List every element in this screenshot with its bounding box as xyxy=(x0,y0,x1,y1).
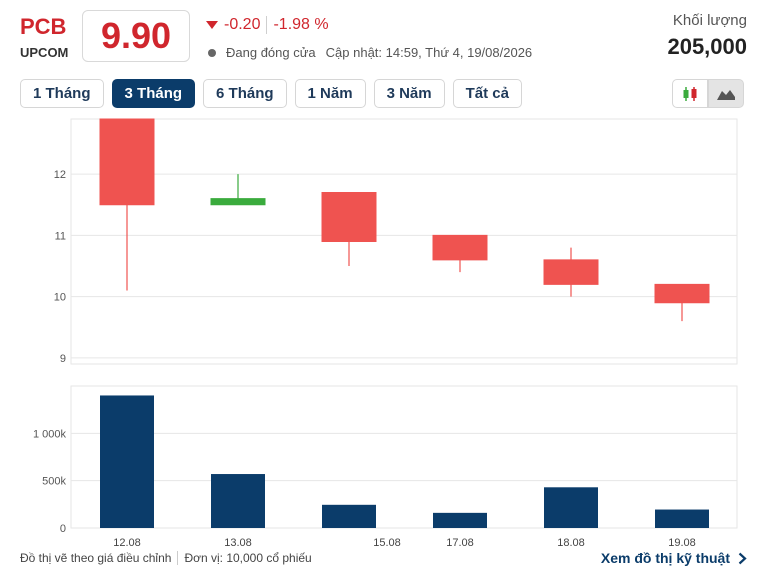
candle-body xyxy=(543,259,599,285)
volume-bar xyxy=(100,395,154,528)
ticker-symbol: PCB xyxy=(20,14,67,39)
volume-bar xyxy=(322,504,376,528)
exchange-label: UPCOM xyxy=(20,45,69,60)
price-tick-label: 10 xyxy=(54,292,66,304)
volume-bar xyxy=(433,512,487,528)
price-tick-label: 9 xyxy=(60,353,66,365)
tab-all[interactable]: Tất cả xyxy=(452,79,522,108)
candle-body xyxy=(210,198,266,206)
update-time: Cập nhật: 14:59, Thứ 4, 19/08/2026 xyxy=(325,45,533,60)
period-tabs: 1 Tháng 3 Tháng 6 Tháng 1 Năm 3 Năm Tất … xyxy=(20,79,530,108)
technical-chart-link[interactable]: Xem đồ thị kỹ thuật xyxy=(601,550,747,566)
candle-body xyxy=(654,283,710,304)
date-tick-label: 19.08 xyxy=(668,537,696,549)
candle-body xyxy=(321,192,377,242)
area-chart-icon xyxy=(717,89,735,100)
price-tick-label: 12 xyxy=(54,169,66,181)
volume-value: 205,000 xyxy=(667,34,747,59)
footnote-divider xyxy=(177,551,179,565)
tab-3-months[interactable]: 3 Tháng xyxy=(111,79,196,108)
technical-chart-link-label: Xem đồ thị kỹ thuật xyxy=(600,550,730,566)
candlestick-icon xyxy=(683,86,697,101)
market-status: Đang đóng cửa xyxy=(226,45,316,60)
current-price: 9.90 xyxy=(82,10,190,62)
date-tick-label: 15.08 xyxy=(373,537,401,549)
divider xyxy=(266,16,268,34)
volume-label: Khối lượng xyxy=(672,12,747,29)
price-change-percent: -1.98 % xyxy=(273,16,329,33)
stock-chart: 9 10 11 12 0 500k 1 000k 12.08 13.08 15.08 17.08 18… xyxy=(33,118,738,549)
adjusted-price-note: Đồ thị vẽ theo giá điều chỉnh xyxy=(20,551,172,565)
volume-bar xyxy=(655,509,709,528)
area-chart-button[interactable] xyxy=(708,79,744,108)
volume-tick-label: 1 000k xyxy=(33,428,67,440)
volume-panel-frame xyxy=(70,385,738,529)
price-change: -0.20 xyxy=(224,16,261,33)
volume-bar xyxy=(211,474,265,528)
candle-body xyxy=(432,234,488,261)
tab-6-months[interactable]: 6 Tháng xyxy=(203,79,287,108)
price-tick-label: 11 xyxy=(55,230,66,242)
tab-3-years[interactable]: 3 Năm xyxy=(373,79,445,108)
candlestick-chart-button[interactable] xyxy=(672,79,708,108)
down-arrow-icon xyxy=(206,21,218,29)
date-tick-label: 17.08 xyxy=(446,537,474,549)
market-status-row: Đang đóng cửa Cập nhật: 14:59, Thứ 4, 19… xyxy=(208,45,532,60)
chart-footnote: Đồ thị vẽ theo giá điều chỉnh Đơn vị: 10… xyxy=(20,551,312,565)
volume-tick-label: 500k xyxy=(42,476,66,488)
status-dot-icon xyxy=(208,48,216,57)
tab-1-month[interactable]: 1 Tháng xyxy=(20,79,104,108)
volume-tick-label: 0 xyxy=(60,523,66,535)
date-tick-label: 12.08 xyxy=(113,537,141,549)
unit-note: Đơn vị: 10,000 cổ phiếu xyxy=(184,551,312,565)
chevron-right-icon xyxy=(738,552,747,564)
date-tick-label: 18.08 xyxy=(557,537,585,549)
candle-body xyxy=(99,118,155,206)
price-change-row: -0.20 -1.98 % xyxy=(206,16,329,34)
volume-bar xyxy=(544,487,598,528)
price-panel-frame xyxy=(70,118,738,365)
tab-1-year[interactable]: 1 Năm xyxy=(294,79,366,108)
date-tick-label: 13.08 xyxy=(224,537,252,549)
